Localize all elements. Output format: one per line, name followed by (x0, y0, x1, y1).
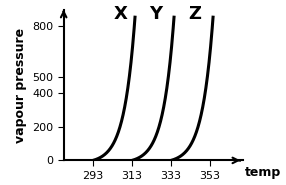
Text: vapour pressure: vapour pressure (14, 27, 27, 142)
Text: Y: Y (149, 5, 162, 23)
Text: temp: temp (245, 166, 281, 179)
Text: Z: Z (188, 5, 201, 23)
Text: X: X (113, 5, 127, 23)
